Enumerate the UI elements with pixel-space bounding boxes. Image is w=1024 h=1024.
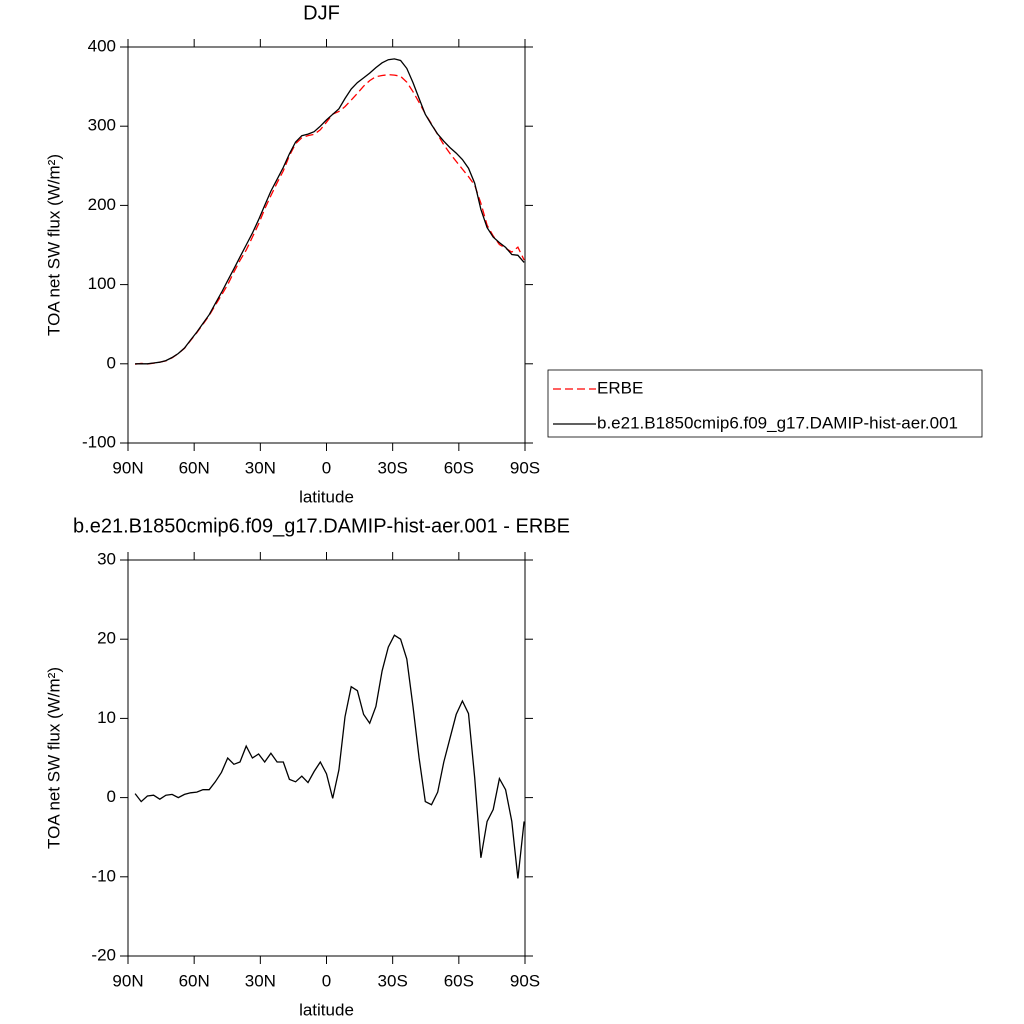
y-tick-label: 0: [107, 787, 116, 806]
y-axis-title: TOA net SW flux (W/m²): [44, 667, 63, 849]
x-tick-label: 60S: [444, 971, 474, 990]
y-axis-title: TOA net SW flux (W/m²): [44, 154, 63, 336]
y-tick-label: 10: [97, 708, 116, 727]
x-tick-label: 90N: [112, 971, 143, 990]
x-tick-label: 60N: [179, 971, 210, 990]
data-line: [135, 58, 525, 365]
data-line: [134, 634, 525, 879]
chart-title: DJF: [303, 2, 340, 24]
x-tick-label: 0: [322, 458, 331, 477]
plot-frame: [127, 559, 526, 957]
y-tick-label: 30: [97, 549, 116, 568]
y-tick-label: -10: [91, 866, 116, 885]
x-tick-label: 90S: [510, 971, 540, 990]
x-tick-label: 30N: [245, 458, 276, 477]
x-tick-label: 0: [322, 971, 331, 990]
y-tick-label: 200: [88, 195, 116, 214]
data-line: [135, 74, 525, 365]
plot-frame: [127, 46, 526, 444]
x-tick-label: 30S: [378, 458, 408, 477]
legend-label: ERBE: [597, 378, 643, 397]
chart-title: b.e21.B1850cmip6.f09_g17.DAMIP-hist-aer.…: [73, 515, 570, 537]
y-tick-label: -20: [91, 945, 116, 964]
x-tick-label: 30N: [245, 971, 276, 990]
x-tick-label: 30S: [378, 971, 408, 990]
x-axis-title: latitude: [299, 1000, 354, 1019]
y-tick-label: 100: [88, 274, 116, 293]
legend-label: b.e21.B1850cmip6.f09_g17.DAMIP-hist-aer.…: [597, 413, 958, 432]
y-tick-label: 0: [107, 353, 116, 372]
x-tick-label: 60N: [179, 458, 210, 477]
y-tick-label: 300: [88, 116, 116, 135]
y-tick-label: -100: [82, 432, 116, 451]
legend-box: [547, 369, 983, 438]
x-axis-title: latitude: [299, 487, 354, 506]
y-tick-label: 20: [97, 629, 116, 648]
x-tick-label: 60S: [444, 458, 474, 477]
x-tick-label: 90S: [510, 458, 540, 477]
y-tick-label: 400: [88, 36, 116, 55]
x-tick-label: 90N: [112, 458, 143, 477]
